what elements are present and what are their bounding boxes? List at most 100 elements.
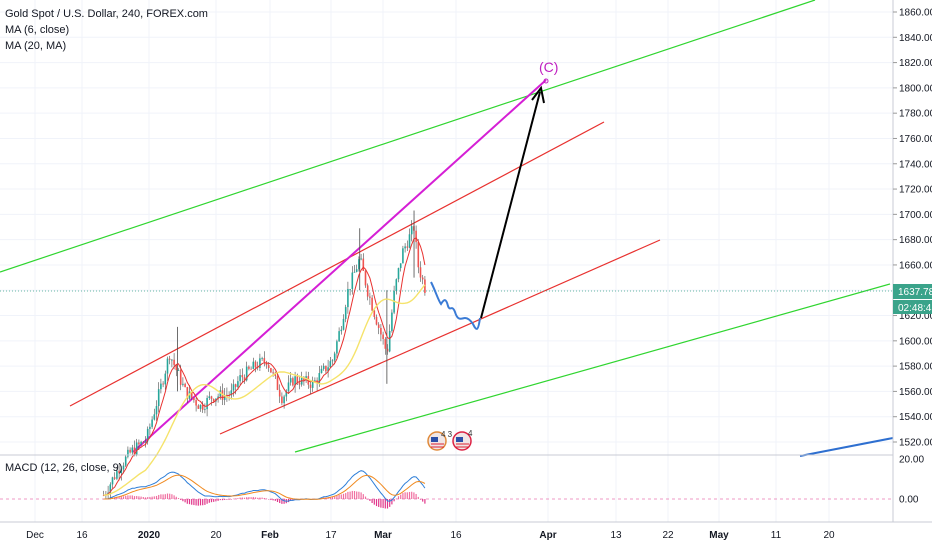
price-tick-label: 1860.00 [899, 8, 932, 19]
green-channel-upper[interactable] [0, 0, 816, 273]
macd-bar [349, 491, 351, 499]
macd-bar [202, 499, 204, 506]
candle [157, 389, 160, 407]
candle [292, 378, 294, 386]
event-flags[interactable]: 4 3 4 [427, 429, 473, 451]
time-tick-label: Mar [374, 530, 392, 541]
candle [340, 329, 343, 332]
candle [377, 324, 380, 328]
macd-bar [120, 496, 122, 499]
blue-trendline[interactable] [799, 437, 894, 457]
candle [358, 259, 360, 270]
candle [421, 277, 424, 280]
candle [166, 358, 169, 374]
candle [347, 288, 349, 308]
macd-bar [378, 499, 380, 507]
macd-bar [283, 499, 285, 504]
candle [270, 368, 272, 373]
macd-bar [215, 499, 217, 502]
macd-bar [180, 499, 182, 500]
flag-count-2: 4 [468, 429, 473, 438]
candle [362, 258, 365, 271]
macd-bar [254, 497, 257, 499]
candle [287, 382, 290, 392]
macd-bar [327, 497, 329, 499]
price-tick-label: 1840.00 [899, 33, 932, 44]
macd-bar [125, 495, 127, 499]
ma6-legend[interactable]: MA (6, close) [5, 24, 70, 36]
price-tick-label: 1820.00 [899, 58, 932, 69]
green-channel-lower[interactable] [294, 283, 891, 453]
symbol-title[interactable]: Gold Spot / U.S. Dollar, 240, FOREX.com [5, 8, 208, 20]
red-channel-upper[interactable] [69, 121, 605, 407]
candle [175, 364, 178, 371]
candle [415, 230, 417, 243]
candle [120, 469, 123, 474]
projection-arrow[interactable] [480, 85, 545, 319]
red-channel-lower[interactable] [219, 239, 661, 435]
candle [113, 477, 116, 479]
macd-bar [276, 499, 279, 503]
candle [355, 269, 358, 272]
bar-countdown: 02:48:45 [898, 303, 932, 314]
macd-bar [268, 499, 270, 500]
flag-count-1: 4 3 [441, 430, 453, 439]
macd-bar [140, 496, 142, 499]
ma-20-line [103, 284, 426, 496]
candle [281, 396, 283, 404]
macd-bar [246, 497, 248, 499]
ma20-legend[interactable]: MA (20, MA) [5, 40, 67, 52]
candle [173, 359, 175, 365]
candle [259, 358, 261, 369]
candle [327, 367, 329, 372]
candle [397, 268, 400, 280]
macd-bar [340, 494, 342, 499]
price-tick-label: 1580.00 [899, 362, 932, 373]
candle [129, 449, 131, 453]
projected-wave-path[interactable] [430, 281, 481, 330]
macd-bar [331, 496, 334, 499]
time-tick-label: 20 [823, 530, 835, 541]
candle [230, 390, 233, 396]
time-tick-label: Apr [539, 530, 556, 541]
price-scale[interactable]: 1860.00 1840.00 1820.00 1800.00 1780.00 1760.… [892, 0, 932, 522]
candle [382, 334, 384, 339]
candle [314, 380, 316, 382]
candle [384, 338, 387, 349]
candle [375, 316, 378, 325]
macd-bar [127, 495, 129, 499]
macd-bar [237, 498, 239, 499]
macd-bar [338, 494, 340, 499]
candle [160, 383, 162, 390]
macd-bar [364, 496, 367, 499]
macd-bar [382, 499, 384, 509]
macd-bar [173, 495, 175, 499]
macd-bar [204, 499, 206, 505]
candle [237, 381, 239, 387]
macd-bar [144, 497, 147, 499]
candle [322, 365, 325, 369]
candle [171, 359, 173, 361]
time-scale[interactable]: Dec 16 2020 20 Feb 17 Mar 16 Apr 13 22 May 11 20 [0, 521, 932, 541]
macd-bar [263, 497, 265, 499]
candle [338, 331, 340, 342]
macd-bar [342, 493, 345, 499]
time-tick-label: Feb [261, 530, 279, 541]
macd-bar [404, 492, 406, 499]
candle [369, 296, 371, 298]
last-price-badge [893, 284, 932, 299]
macd-bar [186, 499, 188, 504]
magenta-trendline[interactable] [132, 79, 547, 453]
macd-bar [169, 493, 171, 499]
candle [402, 248, 404, 264]
macd-bar [191, 499, 193, 505]
candle [201, 404, 204, 410]
macd-legend[interactable]: MACD (12, 26, close, 9) [5, 462, 123, 474]
macd-bar [210, 499, 213, 503]
macd-bar [243, 497, 246, 499]
candle [168, 358, 171, 360]
price-tick-label: 1560.00 [899, 387, 932, 398]
candle [417, 242, 420, 268]
price-tick-label: 1740.00 [899, 159, 932, 170]
